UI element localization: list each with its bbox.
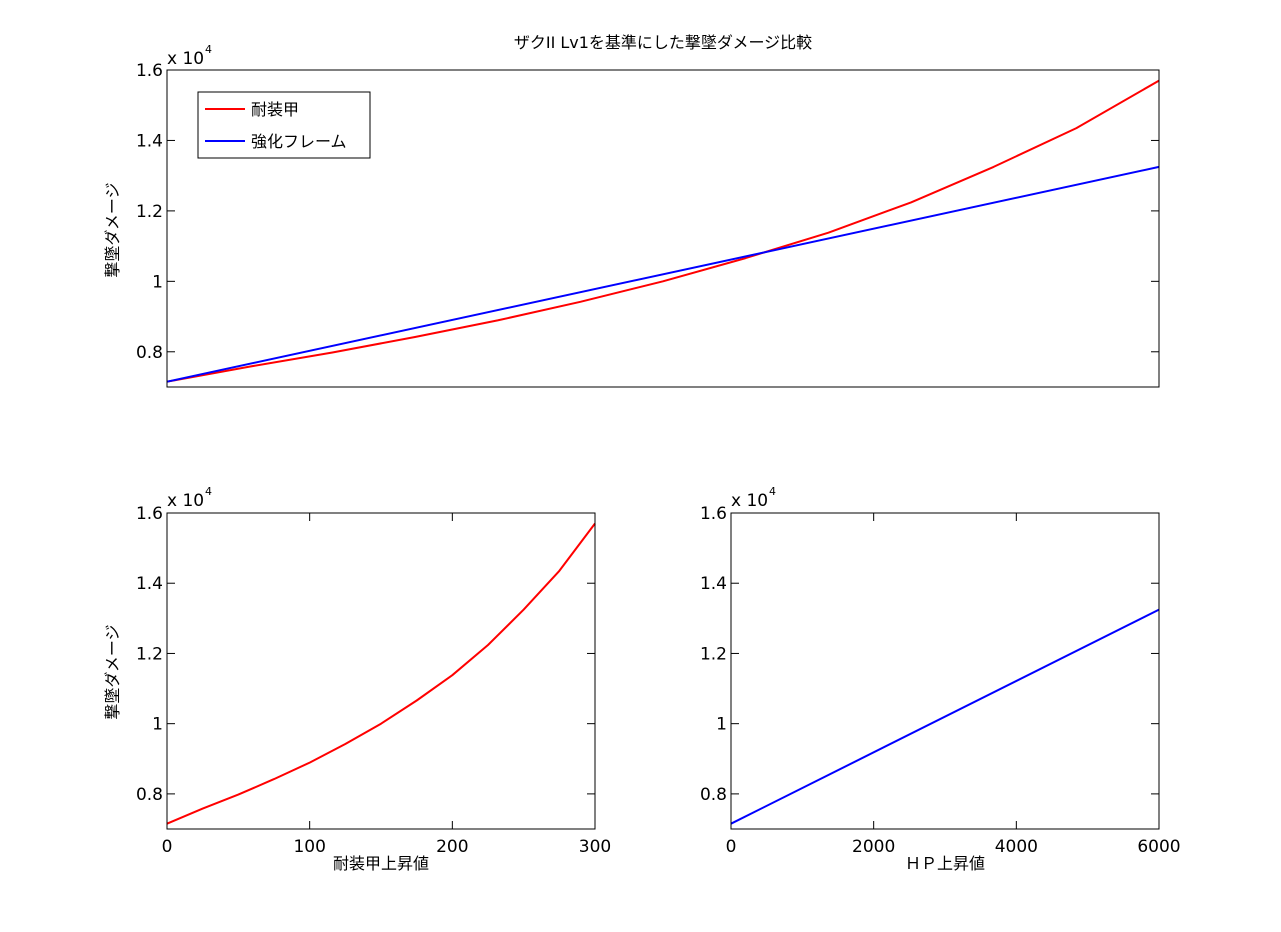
x-tick-label: 300 <box>579 837 611 857</box>
legend-label-series-1: 耐装甲 <box>251 100 299 119</box>
chart-bottom-right-frame <box>730 512 1160 830</box>
y-tick-label: 1.4 <box>136 131 163 151</box>
y-tick-label: 1.6 <box>700 504 727 524</box>
x-tick-label: 0 <box>162 837 173 857</box>
y-tick-label: 0.8 <box>700 785 727 805</box>
y-tick-label: 1.2 <box>136 644 163 664</box>
y-tick-label: 0.8 <box>136 343 163 363</box>
chart-bottom-left-yexp-base: x 10 <box>167 491 204 511</box>
y-tick-label: 1.6 <box>136 504 163 524</box>
chart-bottom-left-frame <box>166 512 596 830</box>
chart-top-ylabel: 撃墜ダメージ <box>103 182 122 277</box>
chart-top-legend: 耐装甲 強化フレーム <box>197 91 371 159</box>
y-tick-label: 1 <box>152 272 163 292</box>
legend-box <box>197 91 371 159</box>
x-tick-label: 6000 <box>1137 837 1180 857</box>
chart-top: ザクII Lv1を基準にした撃墜ダメージ比較 撃墜ダメージ x 10 4 0.8… <box>103 33 1160 388</box>
chart-bottom-left-yexp: x 10 4 <box>167 485 212 511</box>
legend-label-series-2: 強化フレーム <box>251 132 347 151</box>
chart-bottom-right: ＨＰ上昇値 x 10 4 0.8 1 1.2 1.4 1.6 0 2000 4000 6000 <box>700 485 1181 873</box>
y-tick-label: 1.4 <box>700 574 727 594</box>
chart-bottom-right-xticks: 0 2000 4000 6000 <box>726 513 1181 857</box>
chart-top-series <box>166 79 1160 383</box>
y-tick-label: 1 <box>716 715 727 735</box>
chart-bottom-left-xticks: 0 100 200 300 <box>162 513 611 857</box>
y-tick-label: 0.8 <box>136 785 163 805</box>
chart-bottom-right-yexp-power: 4 <box>769 485 776 498</box>
chart-bottom-right-yexp-base: x 10 <box>731 491 768 511</box>
chart-bottom-left-series <box>166 522 596 825</box>
series-line-1 <box>166 522 596 825</box>
y-tick-label: 1 <box>152 715 163 735</box>
chart-top-title: ザクII Lv1を基準にした撃墜ダメージ比較 <box>514 33 812 52</box>
chart-top-frame <box>166 69 1160 388</box>
chart-top-yticks: 0.8 1 1.2 1.4 1.6 <box>136 61 1159 363</box>
series-line-1 <box>166 79 1160 383</box>
x-tick-label: 4000 <box>995 837 1038 857</box>
chart-bottom-left-yticks: 0.8 1 1.2 1.4 1.6 <box>136 504 595 805</box>
chart-top-yexp-base: x 10 <box>167 49 204 69</box>
chart-bottom-right-series <box>730 608 1160 825</box>
chart-bottom-left-ylabel: 撃墜ダメージ <box>103 624 122 719</box>
series-line-2 <box>166 165 1160 383</box>
x-tick-label: 200 <box>436 837 468 857</box>
chart-top-yexp: x 10 4 <box>167 43 212 69</box>
chart-bottom-right-xlabel: ＨＰ上昇値 <box>905 854 985 873</box>
chart-bottom-right-yexp: x 10 4 <box>731 485 776 511</box>
y-tick-label: 1.2 <box>700 644 727 664</box>
y-tick-label: 1.6 <box>136 61 163 81</box>
y-tick-label: 1.4 <box>136 574 163 594</box>
chart-top-yexp-power: 4 <box>205 43 212 56</box>
x-tick-label: 2000 <box>852 837 895 857</box>
chart-bottom-left-yexp-power: 4 <box>205 485 212 498</box>
x-tick-label: 0 <box>726 837 737 857</box>
chart-bottom-right-yticks: 0.8 1 1.2 1.4 1.6 <box>700 504 1159 805</box>
y-tick-label: 1.2 <box>136 202 163 222</box>
series-line-1 <box>730 608 1160 825</box>
chart-bottom-left: 撃墜ダメージ 耐装甲上昇値 x 10 4 0.8 1 1.2 1.4 1.6 0 100 2… <box>103 485 611 873</box>
chart-bottom-left-xlabel: 耐装甲上昇値 <box>333 854 429 873</box>
x-tick-label: 100 <box>293 837 325 857</box>
